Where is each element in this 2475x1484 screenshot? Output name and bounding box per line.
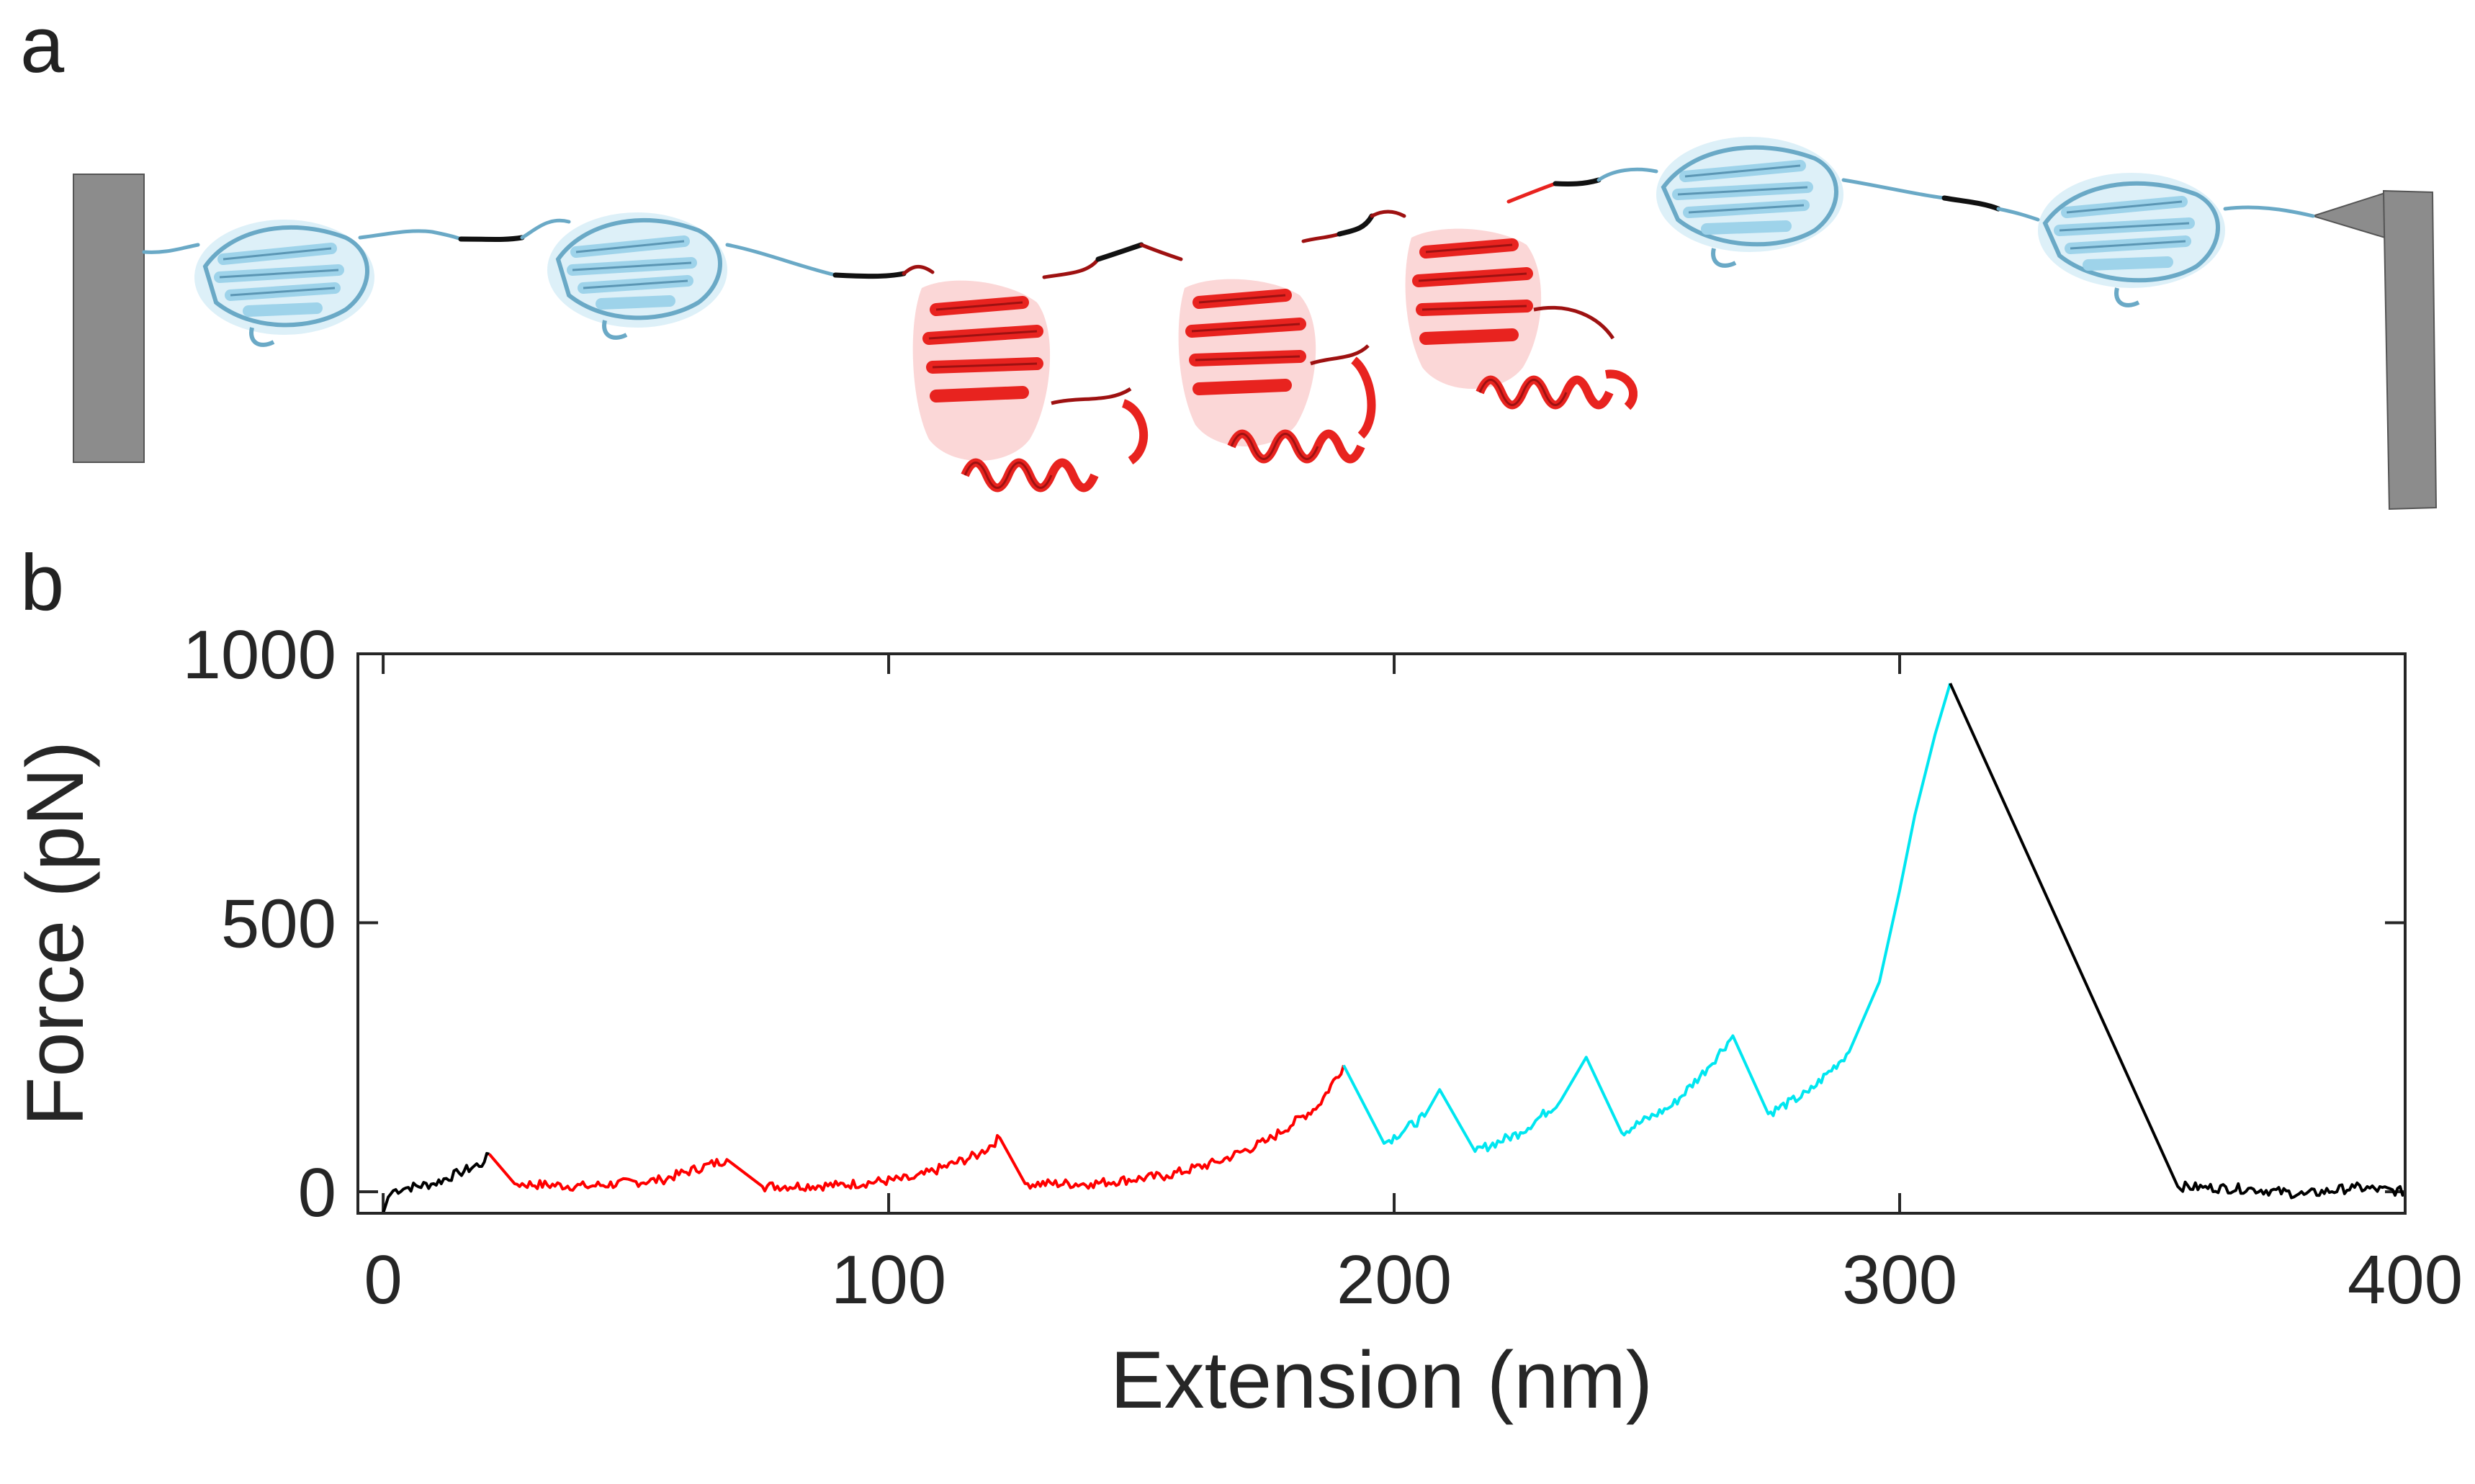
x-tick-labels: 0 100 200 300 400 [364, 1241, 2463, 1318]
cantilever-tip [2310, 192, 2386, 239]
trace-segment-4 [1949, 683, 2407, 1200]
red-domain-1 [912, 280, 1148, 493]
protein-chain-schematic [73, 137, 2438, 511]
plot-frame [356, 652, 2407, 1215]
tether-linkers [142, 167, 2315, 279]
y-tick-label: 0 [298, 1154, 336, 1231]
force-extension-chart: 0 100 200 300 400 0 500 1000 Extension (nm) Fo… [10, 616, 2463, 1425]
x-tick-label: 200 [1337, 1241, 1452, 1318]
x-tick-label: 100 [831, 1241, 946, 1318]
left-anchor-surface [73, 174, 145, 463]
trace-segment-2 [488, 1064, 1345, 1192]
x-tick-label: 300 [1842, 1241, 1957, 1318]
y-tick-label: 1000 [182, 616, 336, 693]
x-axis-title: Extension (nm) [1110, 1335, 1653, 1425]
force-traces [382, 683, 2407, 1214]
blue-domain-2 [547, 212, 727, 340]
blue-domain-4 [2038, 173, 2225, 307]
blue-domain-3 [1656, 137, 1843, 268]
x-tick-label: 0 [364, 1241, 402, 1318]
y-tick-labels: 0 500 1000 [182, 616, 336, 1231]
panel-label-b: b [20, 539, 65, 627]
blue-domain-1 [194, 220, 374, 347]
axis-ticks [358, 652, 2407, 1213]
trace-segment-3 [1342, 683, 1952, 1154]
red-domain-3 [1405, 228, 1638, 410]
y-tick-label: 500 [221, 886, 336, 963]
red-domain-2 [1178, 279, 1376, 464]
trace-segment-1 [382, 1151, 490, 1214]
panel-label-a: a [20, 1, 65, 89]
x-tick-label: 400 [2348, 1241, 2463, 1318]
cantilever-surface [2382, 189, 2438, 511]
y-axis-title: Force (pN) [10, 741, 100, 1126]
